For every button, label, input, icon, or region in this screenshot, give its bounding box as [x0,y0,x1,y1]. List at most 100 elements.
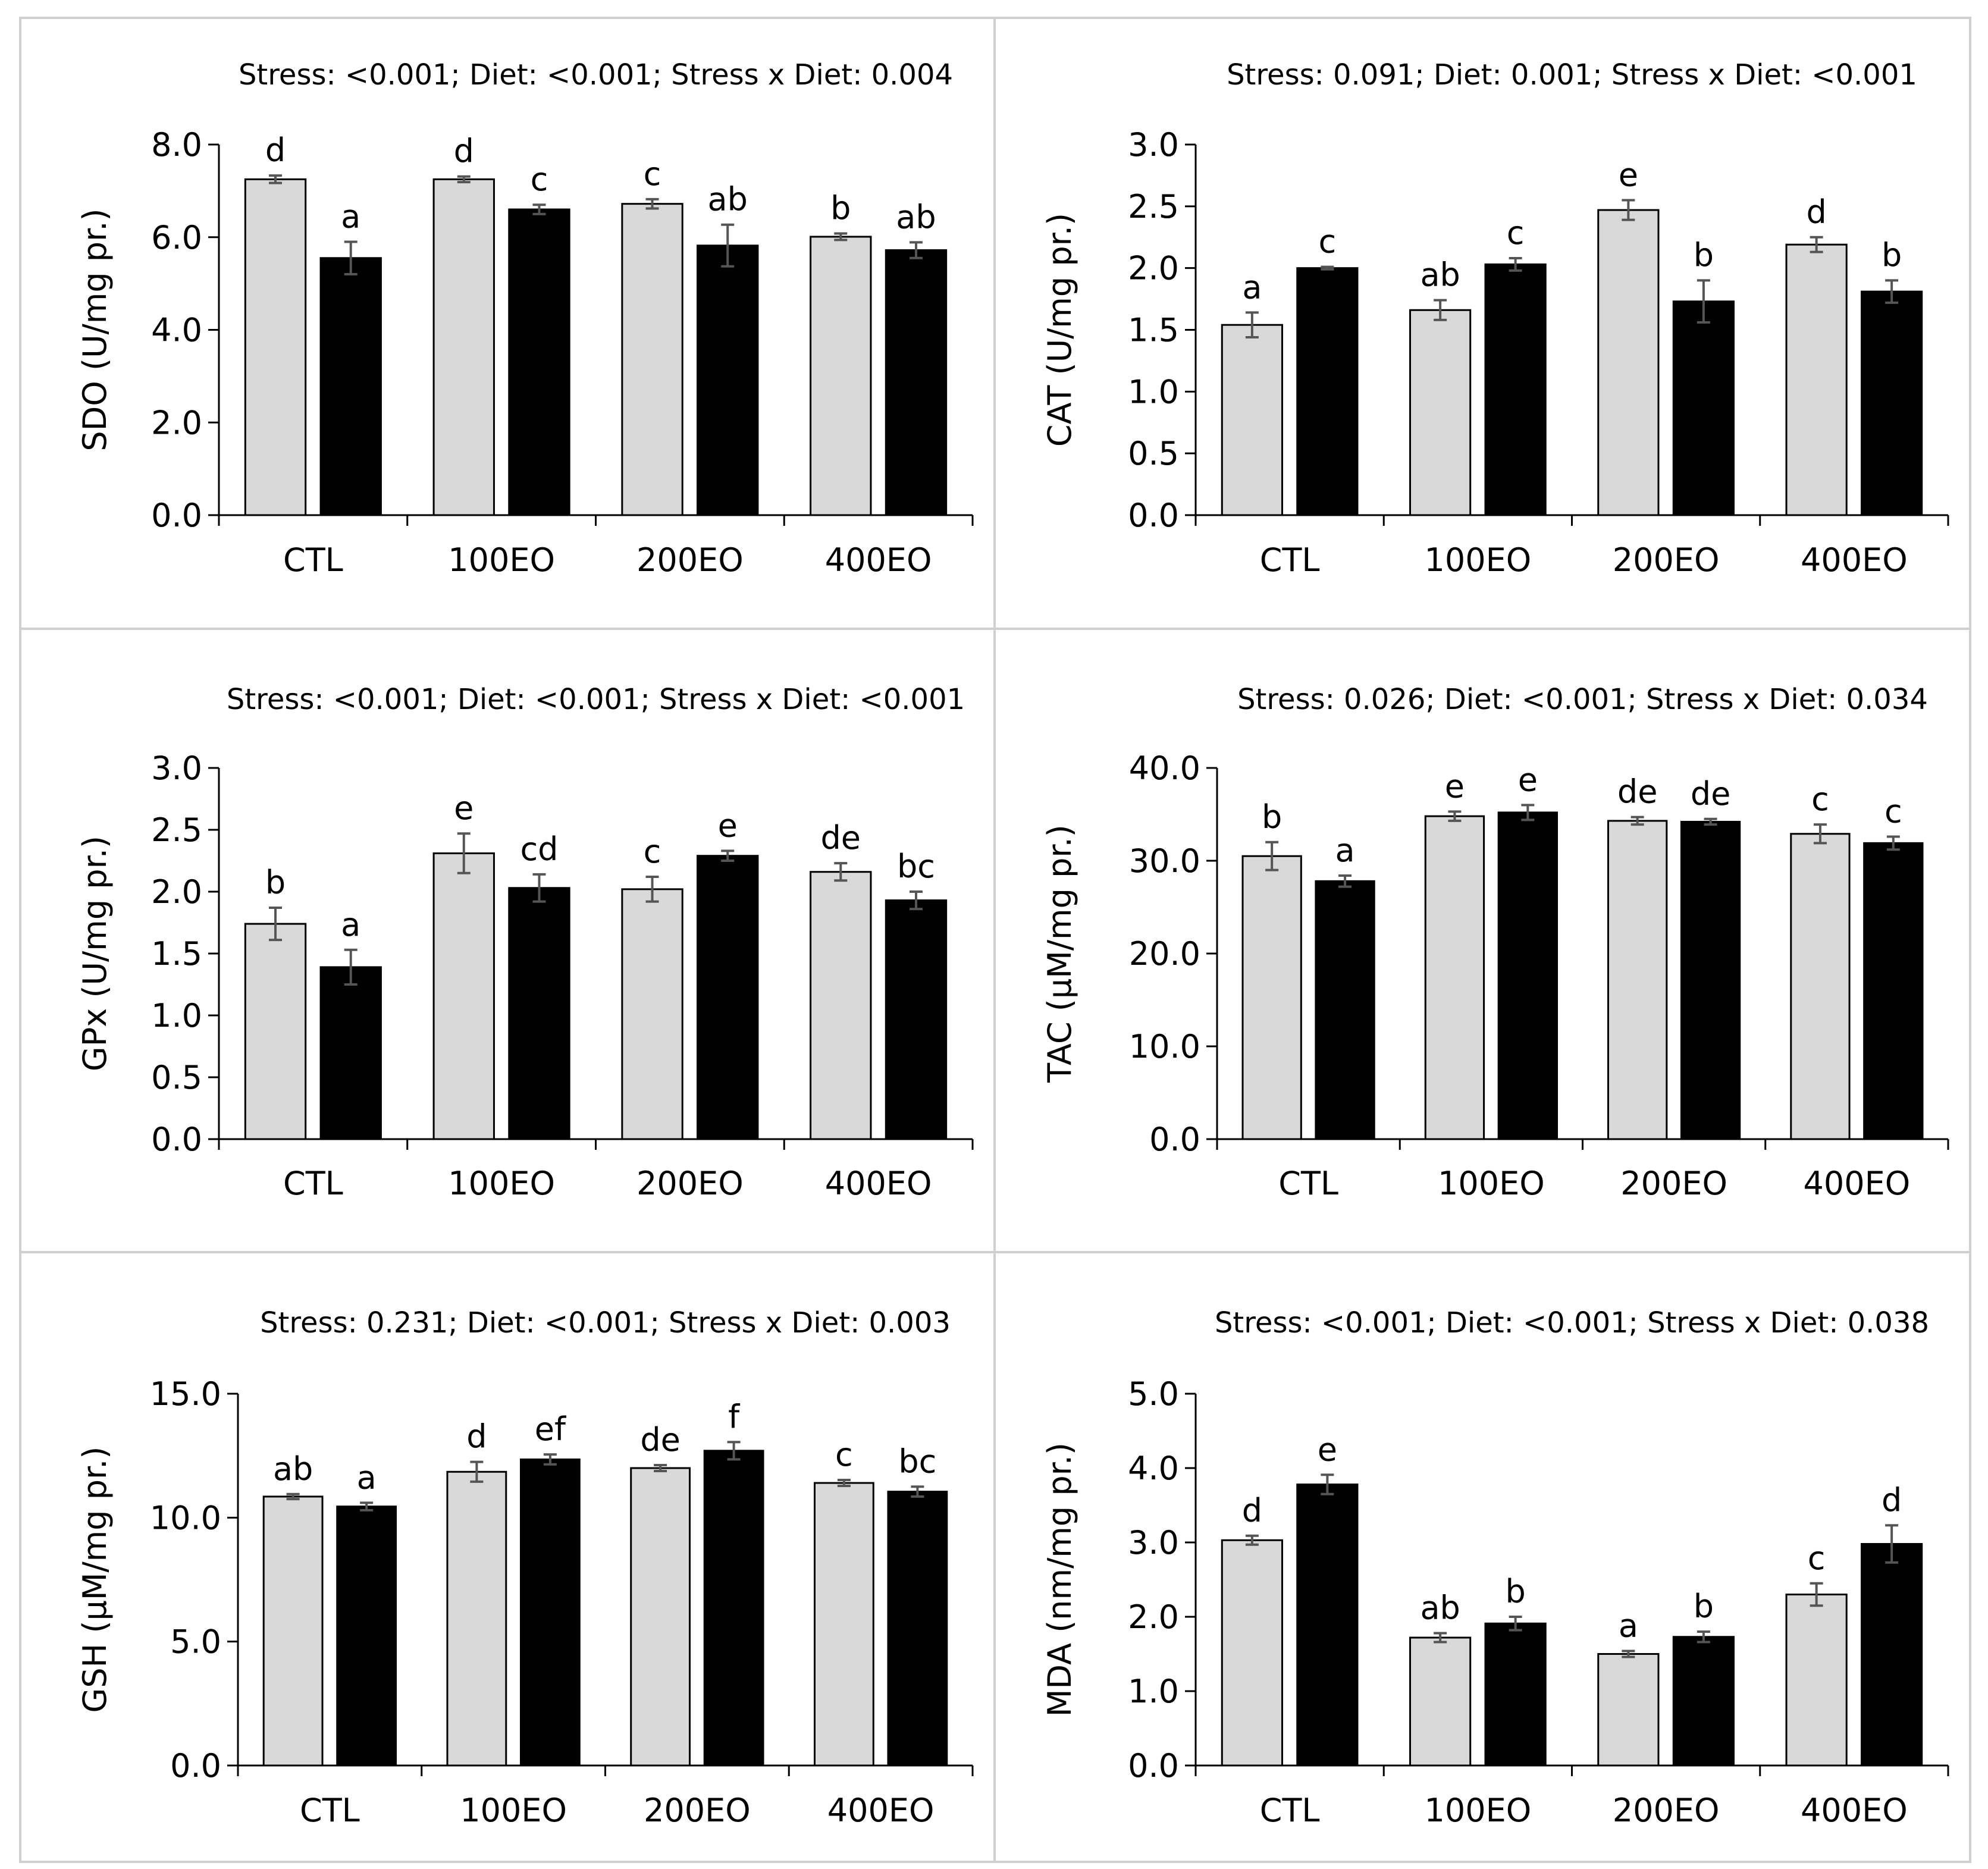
y-tick-label: 20.0 [1129,935,1200,973]
significance-letter: d [466,1418,487,1456]
bar-unstressed [432,852,495,1140]
x-category-label: 200EO [1613,1792,1720,1829]
y-tick-label: 15.0 [150,1375,221,1413]
bar-unstressed [1221,324,1283,516]
bar-stressed [336,1506,397,1767]
chart-panel-1: Stress: <0.001; Diet: <0.001; Stress x D… [76,58,974,579]
significance-letter: bc [898,1442,936,1480]
significance-letter: b [1505,1573,1525,1610]
x-category-label: CTL [283,1165,343,1202]
bar-unstressed [1597,209,1660,516]
y-axis-title: GSH (µM/mg pr.) [76,1447,114,1713]
y-tick-label: 30.0 [1129,842,1200,880]
bar-unstressed [813,1482,874,1767]
x-category-label: 400EO [1804,1165,1911,1202]
y-tick-label: 40.0 [1129,750,1200,787]
bar-unstressed [1607,820,1668,1140]
significance-letter: bc [897,848,935,885]
y-tick-label: 3.0 [1128,126,1179,164]
bar-unstressed [432,178,495,516]
bar-unstressed [621,203,683,516]
significance-letter: d [1806,193,1826,231]
bar-stressed [1672,1636,1735,1767]
significance-letter: f [728,1398,741,1435]
bar-stressed [887,1491,948,1767]
significance-letter: d [265,131,286,169]
bar-unstressed [1241,855,1302,1140]
significance-letter: e [1445,767,1465,805]
x-category-label: 200EO [1613,541,1720,579]
y-tick-label: 1.5 [151,935,202,973]
significance-letter: de [1617,773,1658,811]
significance-letter: c [644,155,661,193]
chart-panel-5: Stress: 0.231; Diet: <0.001; Stress x Di… [76,1306,974,1829]
bar-unstressed [630,1467,691,1767]
y-tick-label: 0.0 [1128,497,1179,534]
bar-unstressed [621,888,683,1140]
significance-letter: a [1242,268,1262,306]
y-tick-label: 0.5 [151,1059,202,1096]
significance-letter: e [718,807,738,844]
bar-unstressed [244,923,307,1140]
y-tick-label: 10.0 [150,1499,221,1536]
chart-title: Stress: 0.091; Diet: 0.001; Stress x Die… [1227,58,1917,92]
bar-unstressed [1409,309,1472,516]
y-tick-label: 6.0 [151,219,202,256]
significance-letter: a [341,198,360,236]
bar-stressed [1296,267,1359,516]
bar-unstressed [446,1470,507,1767]
x-category-label: 400EO [1801,1792,1908,1829]
x-category-label: CTL [283,541,343,579]
y-tick-label: 2.0 [1128,250,1179,287]
chart-panel-2: Stress: 0.091; Diet: 0.001; Stress x Die… [1041,58,1949,579]
chart-title: Stress: <0.001; Diet: <0.001; Stress x D… [1215,1306,1929,1340]
bar-stressed [508,208,570,516]
significance-letter: a [1335,832,1355,869]
significance-letter: de [1691,775,1731,813]
y-tick-label: 8.0 [151,126,202,164]
bar-stressed [319,966,382,1140]
x-category-label: 200EO [1620,1165,1727,1202]
x-category-label: 400EO [1801,541,1908,579]
significance-letter: a [357,1459,377,1496]
y-axis-title: MDA (nm/mg pr.) [1041,1442,1078,1717]
significance-letter: d [1242,1492,1262,1529]
bar-unstressed [1790,833,1851,1140]
y-axis-title: GPx (U/mg pr.) [76,836,114,1071]
x-category-label: 100EO [1438,1165,1545,1202]
significance-letter: c [835,1436,853,1473]
x-category-label: 400EO [827,1792,935,1829]
x-category-label: 100EO [1425,1792,1532,1829]
x-category-label: 100EO [1425,541,1532,579]
y-tick-label: 2.0 [151,404,202,441]
y-tick-label: 3.0 [151,750,202,787]
bar-unstressed [244,178,307,516]
chart-panel-4: Stress: 0.026; Diet: <0.001; Stress x Di… [1041,683,1949,1202]
y-tick-label: 2.0 [1128,1598,1179,1636]
bar-stressed [1861,1543,1923,1767]
significance-letter: a [1619,1607,1638,1645]
y-axis-title: TAC (µM/mg pr.) [1041,824,1078,1083]
significance-letter: ab [1420,256,1460,294]
bar-stressed [1315,880,1375,1140]
chart-title: Stress: 0.026; Diet: <0.001; Stress x Di… [1237,683,1928,716]
significance-letter: c [1507,214,1525,252]
y-axis-title: CAT (U/mg pr.) [1041,213,1078,447]
y-tick-label: 0.5 [1128,435,1179,472]
significance-letter: c [1811,780,1829,818]
y-tick-label: 3.0 [1128,1524,1179,1561]
y-tick-label: 1.0 [1128,373,1179,410]
bar-stressed [1296,1484,1359,1767]
bar-unstressed [810,236,872,516]
y-tick-label: 0.0 [151,1121,202,1158]
x-category-label: 200EO [644,1792,751,1829]
x-category-label: 200EO [636,1165,744,1202]
y-tick-label: 4.0 [1128,1450,1179,1487]
bar-stressed [1484,1622,1547,1767]
significance-letter: b [265,864,286,901]
significance-letter: de [640,1421,681,1459]
bar-stressed [319,257,382,516]
y-tick-label: 2.5 [151,811,202,849]
bar-stressed [697,855,759,1140]
